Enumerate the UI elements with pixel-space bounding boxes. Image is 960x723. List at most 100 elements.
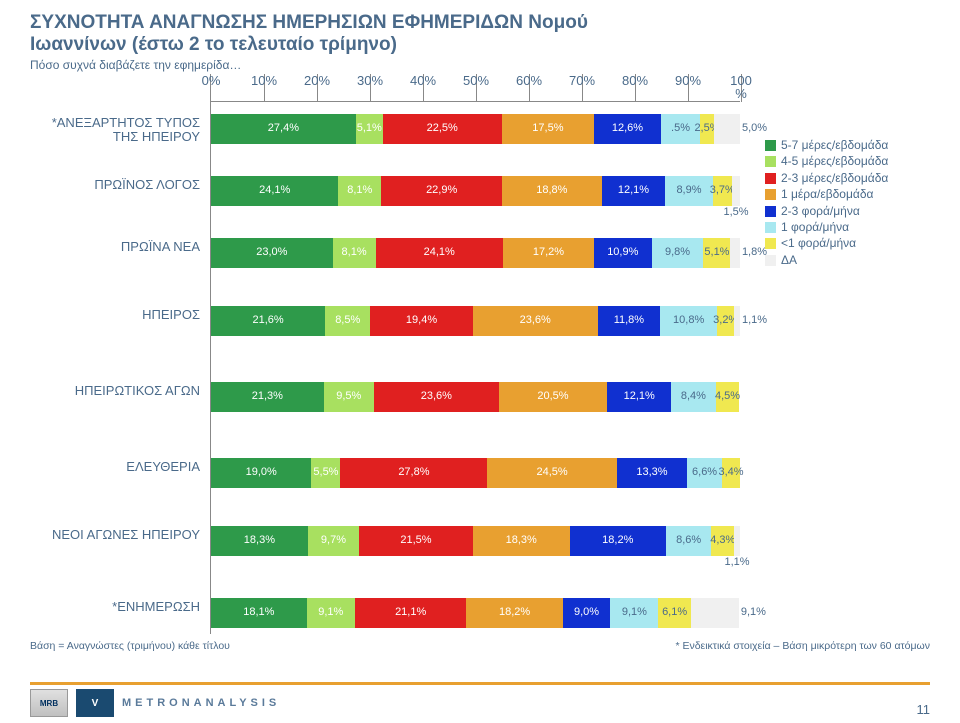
bar-value-label: 1,1% (742, 315, 767, 326)
legend-item: <1 φορά/μήνα (765, 236, 930, 250)
bar-segment: 23,0% (211, 238, 333, 268)
bar-segment: 8,1% (338, 176, 381, 206)
bar-value-label: 8,5% (335, 315, 360, 326)
bar-segment: 9,5% (324, 382, 374, 412)
bar-segment: 9,0% (563, 598, 611, 628)
legend: 5-7 μέρες/εβδομάδα 4-5 μέρες/εβδομάδα 2-3 … (765, 138, 930, 269)
x-tick-label: 70% (569, 74, 595, 87)
bar-value-label: 19,0% (246, 467, 277, 478)
bar-segment: 18,3% (211, 526, 308, 556)
bar-segment: 1,1% (734, 526, 740, 556)
bar-value-label: 12,1% (618, 185, 649, 196)
legend-item: 1 φορά/μήνα (765, 220, 930, 234)
footnote-row: Βάση = Αναγνώστες (τριμήνου) κάθε τίτλου… (30, 636, 930, 652)
bar-segment: 20,5% (499, 382, 607, 412)
legend-label: 5-7 μέρες/εβδομάδα (781, 138, 888, 152)
bar-segment: 9,8% (652, 238, 704, 268)
bar-value-label: 8,1% (342, 247, 367, 258)
row-label: *ΕΝΗΜΕΡΩΣΗ (30, 600, 200, 614)
bar-value-label: 24,1% (259, 185, 290, 196)
bar-value-label: 23,6% (421, 391, 452, 402)
bar-segment: 22,9% (381, 176, 502, 206)
x-tick-label: 60% (516, 74, 542, 87)
bar-segment: 5,0% (714, 114, 740, 144)
footnote-left: Βάση = Αναγνώστες (τριμήνου) κάθε τίτλου (30, 640, 230, 652)
legend-item: 4-5 μέρες/εβδομάδα (765, 154, 930, 168)
legend-item: ΔΑ (765, 253, 930, 267)
bar-value-label: 10,8% (673, 315, 704, 326)
row-label: *ΑΝΕΞΑΡΤΗΤΟΣ ΤΥΠΟΣ ΤΗΣ ΗΠΕΙΡΟΥ (30, 116, 200, 145)
bar-value-label: 18,2% (602, 535, 633, 546)
bar-value-label: 13,3% (636, 467, 667, 478)
bar-value-label: 8,1% (347, 185, 372, 196)
bar-segment: 21,3% (211, 382, 324, 412)
bar-segment: 21,5% (359, 526, 473, 556)
bar-value-label: 9,5% (336, 391, 361, 402)
footer-divider (30, 682, 930, 685)
footnote-right: * Ενδεικτικά στοιχεία – Βάση μικρότερη τ… (675, 640, 930, 652)
x-tick-label: 90% (675, 74, 701, 87)
bar-segment: 8,4% (671, 382, 715, 412)
bar-segment: 5,1% (356, 114, 383, 144)
legend-label: 2-3 φορά/μήνα (781, 204, 860, 218)
bar-segment: 3,7% (713, 176, 733, 206)
bar-value-label: 18,1% (243, 607, 274, 618)
bar-segment: 12,6% (594, 114, 661, 144)
bar-value-label: 20,5% (537, 391, 568, 402)
bar-value-label: 5,1% (704, 247, 729, 258)
bar-value-label: 3,7% (710, 185, 735, 196)
bar-value-label: 18,2% (499, 607, 530, 618)
x-tick-label: 10% (251, 74, 277, 87)
bar-value-label: 21,1% (395, 607, 426, 618)
bar-segment: 8,9% (665, 176, 712, 206)
bar-value-label: 22,9% (426, 185, 457, 196)
x-tick-label: 0% (202, 74, 221, 87)
bar-value-label: 18,3% (244, 535, 275, 546)
bar-value-label: 8,9% (676, 185, 701, 196)
legend-item: 5-7 μέρες/εβδομάδα (765, 138, 930, 152)
bar-row: 21,6%8,5%19,4%23,6%11,8%10,8%3,2%1,1% (211, 306, 740, 336)
bar-value-label: 6,6% (692, 467, 717, 478)
bar-segment: 6,6% (687, 458, 722, 488)
bar-segment: 21,1% (355, 598, 467, 628)
bar-segment: 11,8% (598, 306, 660, 336)
bar-segment: 24,1% (211, 176, 338, 206)
x-tick-label: 80% (622, 74, 648, 87)
row-label: ΝΕΟΙ ΑΓΩΝΕΣ ΗΠΕΙΡΟΥ (30, 528, 200, 542)
x-tick-label: 30% (357, 74, 383, 87)
bar-segment: 18,2% (570, 526, 666, 556)
row-label: ΗΠΕΙΡΟΣ (30, 308, 200, 322)
bar-segment: 8,6% (666, 526, 711, 556)
bar-value-label: 1,5% (723, 207, 748, 218)
bar-segment: 17,2% (503, 238, 594, 268)
bar-value-label: 27,8% (398, 467, 429, 478)
bar-segment: 9,7% (308, 526, 359, 556)
bar-segment: 1,1% (734, 306, 740, 336)
x-tick-label: 50% (463, 74, 489, 87)
legend-label: 1 φορά/μήνα (781, 220, 849, 234)
bar-segment: 3,4% (722, 458, 740, 488)
bar-row: 19,0%5,5%27,8%24,5%13,3%6,6%3,4% (211, 458, 740, 488)
bar-value-label: 4,5% (715, 391, 740, 402)
bar-value-label: 4,3% (710, 535, 735, 546)
bar-segment: 8,5% (325, 306, 370, 336)
bar-value-label: 3,4% (718, 467, 743, 478)
x-tick-label: 20% (304, 74, 330, 87)
bar-value-label: 24,5% (537, 467, 568, 478)
bar-value-label: 8,6% (676, 535, 701, 546)
bar-segment: 27,8% (340, 458, 487, 488)
row-label: ΠΡΩΪΝΑ ΝΕΑ (30, 240, 200, 254)
bar-value-label: 5,0% (742, 123, 767, 134)
bar-segment: 23,6% (374, 382, 499, 412)
bar-segment: 27,4% (211, 114, 356, 144)
x-tick-label: 100 % (730, 74, 752, 100)
bar-value-label: 18,3% (506, 535, 537, 546)
bar-segment: 23,6% (473, 306, 598, 336)
bar-segment: 5,1% (703, 238, 730, 268)
row-label: ΗΠΕΙΡΩΤΙΚΟΣ ΑΓΩΝ (30, 384, 200, 398)
page-number: 11 (917, 702, 931, 717)
bar-value-label: 17,2% (533, 247, 564, 258)
title-line2: Ιωαννίνων (έστω 2 το τελευταίο τρίμηνο) (30, 34, 397, 55)
bar-segment: 18,8% (502, 176, 601, 206)
footer: MRB V METRONANALYSIS (30, 689, 930, 717)
